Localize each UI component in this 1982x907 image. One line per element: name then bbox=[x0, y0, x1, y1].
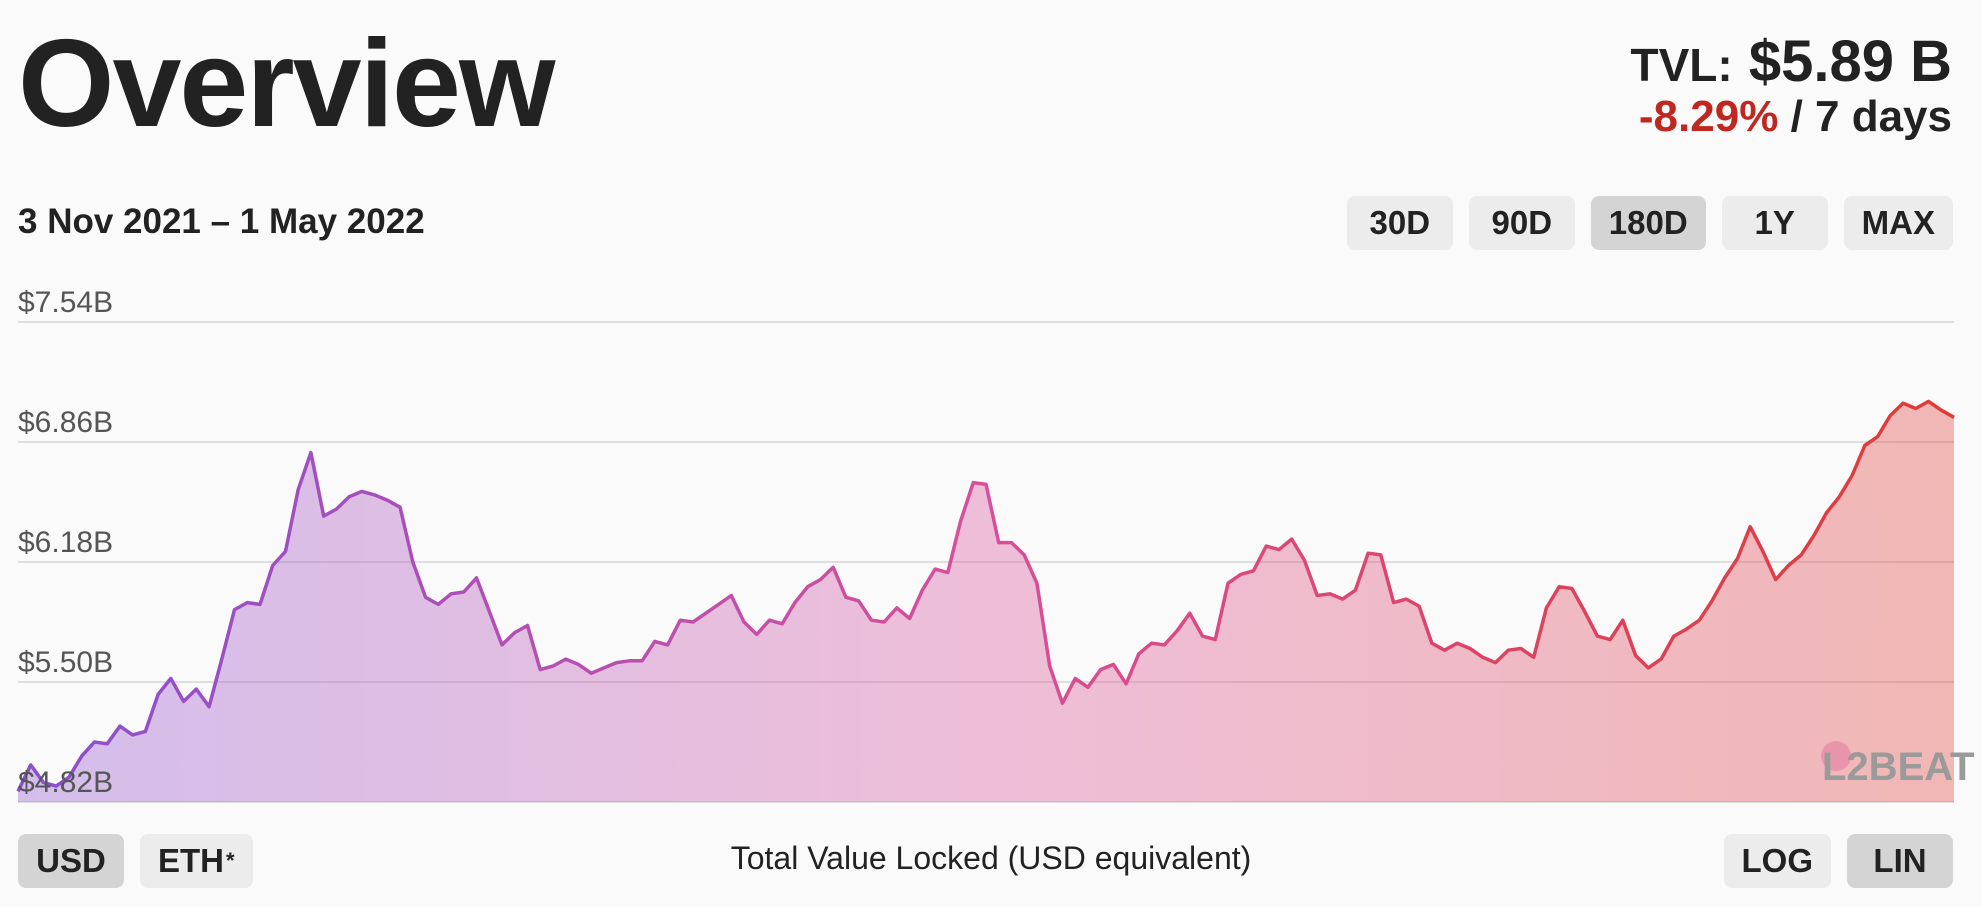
scale-button-log[interactable]: LOG bbox=[1723, 834, 1831, 888]
y-tick-label: $4.82B bbox=[18, 766, 113, 799]
currency-button-usd[interactable]: USD bbox=[18, 834, 124, 888]
page-title: Overview bbox=[18, 15, 555, 153]
y-tick-label: $6.18B bbox=[18, 526, 113, 559]
tvl-change-period: / 7 days bbox=[1790, 91, 1952, 141]
scale-button-lin[interactable]: LIN bbox=[1847, 834, 1953, 888]
range-button-1y[interactable]: 1Y bbox=[1721, 196, 1828, 250]
currency-button-eth[interactable]: ETH * bbox=[140, 834, 253, 888]
tvl-value-line: TVL: $5.89 B bbox=[1630, 29, 1952, 94]
l2beat-logo: L2BEAT bbox=[1821, 741, 1975, 789]
range-selector: 30D 90D 180D 1Y MAX bbox=[1346, 196, 1953, 250]
watermark-text: L2BEAT bbox=[1822, 745, 1975, 789]
tvl-change-percent: -8.29% bbox=[1638, 91, 1779, 141]
date-range: 3 Nov 2021 – 1 May 2022 bbox=[18, 202, 425, 241]
y-tick-label: $6.86B bbox=[18, 406, 113, 439]
scale-selector: LOG LIN bbox=[1723, 834, 1953, 888]
range-button-max[interactable]: MAX bbox=[1843, 196, 1953, 250]
currency-selector: USD ETH * bbox=[18, 834, 253, 888]
tvl-summary: TVL: $5.89 B -8.29% / 7 days bbox=[1630, 29, 1952, 141]
range-button-180d[interactable]: 180D bbox=[1590, 196, 1706, 250]
tvl-series-line bbox=[16, 399, 1955, 793]
tvl-area bbox=[18, 401, 1954, 802]
range-button-90d[interactable]: 90D bbox=[1468, 196, 1575, 250]
chart-caption: Total Value Locked (USD equivalent) bbox=[730, 840, 1252, 876]
range-button-30d[interactable]: 30D bbox=[1346, 196, 1453, 250]
y-tick-label: $7.54B bbox=[18, 286, 113, 319]
tvl-value: $5.89 B bbox=[1748, 29, 1952, 94]
currency-eth-label: ETH bbox=[158, 842, 224, 879]
tvl-chart: $7.54B $6.86B $6.18B $5.50B $4.82B L2BEAT bbox=[16, 286, 1975, 803]
tvl-label: TVL: bbox=[1630, 39, 1733, 91]
tvl-change-line: -8.29% / 7 days bbox=[1631, 91, 1952, 141]
logo-heart-icon bbox=[1821, 741, 1851, 771]
y-axis-ticks: $7.54B $6.86B $6.18B $5.50B $4.82B bbox=[18, 286, 113, 799]
y-tick-label: $5.50B bbox=[18, 646, 113, 679]
